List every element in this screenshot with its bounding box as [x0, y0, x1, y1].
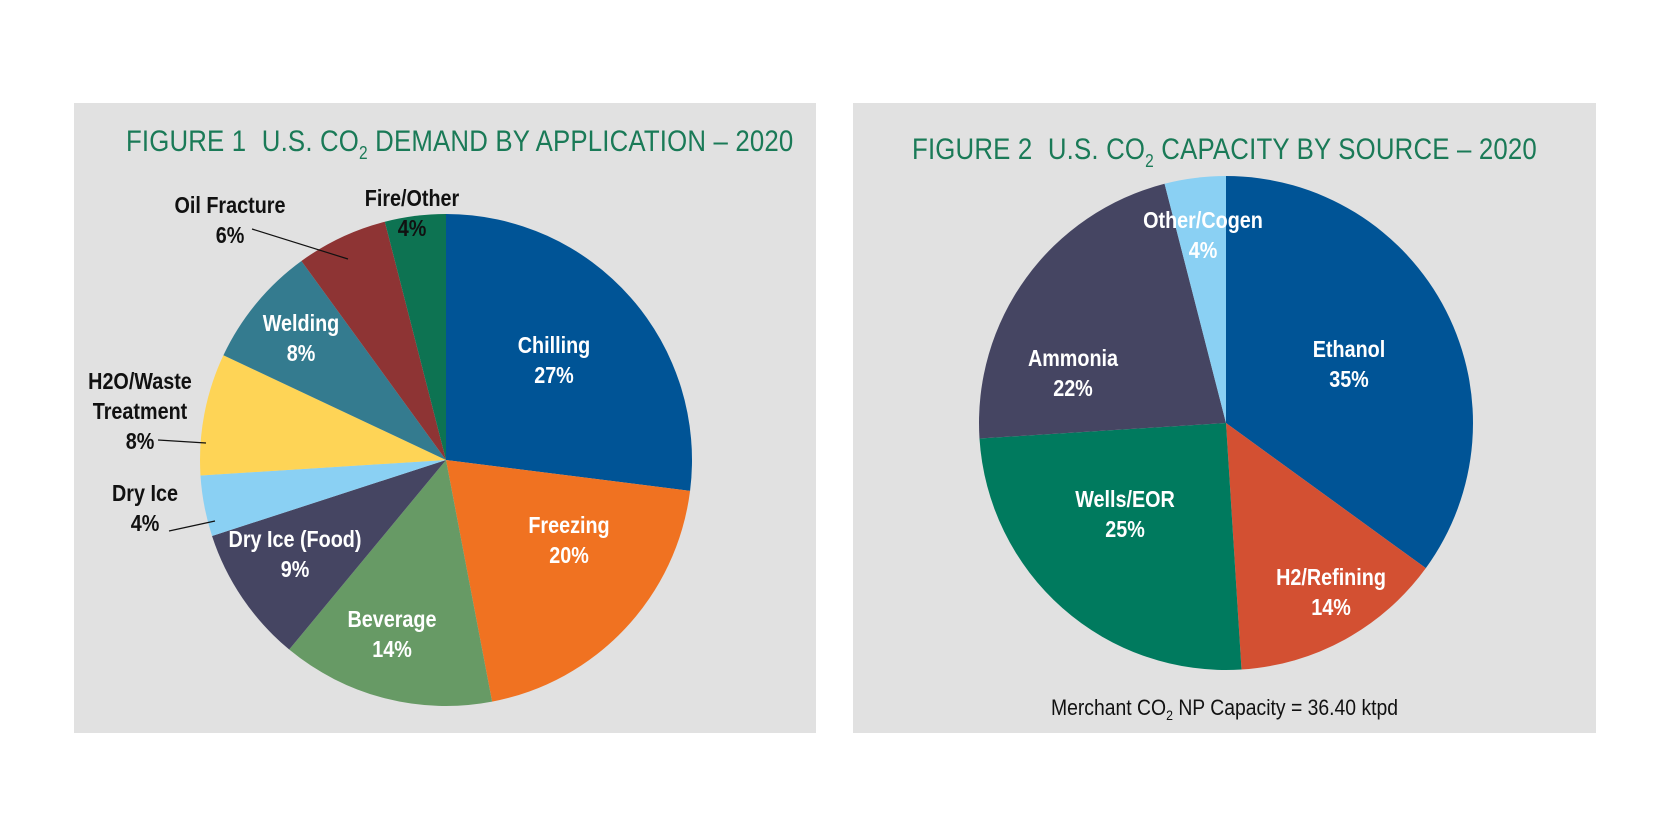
label-welding: Welding 8% [263, 311, 340, 367]
slice-chilling [446, 214, 692, 491]
label-other-cogen: Other/Cogen 4% [1143, 208, 1263, 264]
label-ethanol: Ethanol 35% [1313, 337, 1385, 393]
slice-name: H2/Refining [1276, 565, 1386, 591]
slice-name: Chilling [518, 333, 590, 359]
label-h2o-waste-treatment: H2O/Waste Treatment 8% [88, 369, 192, 455]
figure-2-title-sub: 2 [1145, 151, 1154, 171]
slice-name: Fire/Other [365, 186, 460, 212]
slice-value: 35% [1329, 367, 1369, 393]
slice-name: Wells/EOR [1075, 487, 1175, 513]
slice-freezing [446, 460, 691, 702]
slice-name: Oil Fracture [175, 193, 286, 219]
footnote-sub: 2 [1166, 707, 1173, 723]
slice-value: 9% [281, 557, 310, 583]
slice-other-cogen [1164, 176, 1226, 423]
label-chilling: Chilling 27% [518, 333, 590, 389]
figure-1-title-main: U.S. CO [261, 125, 360, 158]
slice-value: 8% [126, 429, 155, 455]
slice-ammonia [979, 183, 1226, 439]
pie-slices [979, 176, 1474, 670]
leader-line-dry-ice [168, 520, 216, 532]
slice-h2o-waste-treatment [200, 355, 446, 476]
slice-value: 4% [398, 216, 427, 242]
figure-2-label: FIGURE 2 [912, 133, 1033, 166]
slice-wells-eor [979, 423, 1242, 670]
slice-value: 4% [1189, 238, 1218, 264]
slice-value: 8% [287, 341, 316, 367]
slice-dry-ice [200, 460, 446, 537]
figure-2-pie: Ethanol 35% H2/Refining 14% Wells/EOR 25% Ammo… [979, 176, 1474, 670]
slice-value: 14% [372, 637, 412, 663]
label-freezing: Freezing 20% [528, 513, 609, 569]
slice-welding [223, 260, 446, 460]
footnote-rest: NP Capacity = 36.40 ktpd [1172, 695, 1399, 720]
slice-value: 22% [1053, 376, 1093, 402]
leader-line-oil-fracture [251, 228, 349, 260]
label-h2-refining: H2/Refining 14% [1276, 565, 1386, 621]
label-wells-eor: Wells/EOR 25% [1075, 487, 1175, 543]
figure-2-panel: FIGURE 2 U.S. CO2 CAPACITY BY SOURCE – 20… [853, 103, 1596, 733]
slice-name: Welding [263, 311, 340, 337]
slice-name: Freezing [528, 513, 609, 539]
slice-h2-refining [1226, 423, 1426, 670]
slice-beverage [289, 460, 493, 706]
figure-1-label: FIGURE 1 [125, 125, 247, 158]
pie-labels: Ethanol 35% H2/Refining 14% Wells/EOR 25% Ammo… [1028, 208, 1386, 621]
slice-name: Dry Ice [112, 481, 178, 507]
slice-dry-ice-food [212, 460, 446, 650]
slice-value: 4% [131, 511, 160, 537]
leader-line-h2o-waste-treatment [157, 439, 207, 444]
slice-value: 20% [549, 543, 589, 569]
pie-slices [200, 214, 692, 706]
label-ammonia: Ammonia 22% [1028, 346, 1119, 402]
slice-name: Beverage [347, 607, 436, 633]
label-beverage: Beverage 14% [347, 607, 436, 663]
figure-2-title-rest: CAPACITY BY SOURCE – 2020 [1153, 133, 1537, 166]
slice-oil-fracture [301, 221, 446, 460]
label-dry-ice: Dry Ice 4% [112, 481, 178, 537]
figure-1-panel: FIGURE 1 U.S. CO2 DEMAND BY APPLICATION –… [74, 103, 816, 733]
slice-ethanol [1226, 176, 1474, 569]
capacity-footnote: Merchant CO2 NP Capacity = 36.40 ktpd [898, 695, 1552, 723]
figure-1-title: FIGURE 1 U.S. CO2 DEMAND BY APPLICATION –… [125, 125, 793, 162]
pie-labels: Chilling 27% Freezing 20% Beverage 14% Dry Ice… [88, 186, 609, 663]
figure-2-title: FIGURE 2 U.S. CO2 CAPACITY BY SOURCE – 20… [905, 133, 1544, 170]
slice-value: 6% [216, 223, 245, 249]
slice-name: Treatment [93, 399, 187, 425]
slice-fire-other [384, 214, 446, 460]
footnote-main: Merchant CO [1050, 695, 1167, 720]
slice-name: Ammonia [1028, 346, 1119, 372]
slice-value: 14% [1311, 595, 1351, 621]
figure-1-title-rest: DEMAND BY APPLICATION – 2020 [367, 125, 794, 158]
slice-name: Ethanol [1313, 337, 1385, 363]
slice-name: H2O/Waste [88, 369, 192, 395]
label-fire-other: Fire/Other 4% [365, 186, 460, 242]
figure-1-title-sub: 2 [359, 143, 368, 163]
figure-2-title-main: U.S. CO [1047, 133, 1146, 166]
slice-name: Dry Ice (Food) [229, 527, 362, 553]
label-oil-fracture: Oil Fracture 6% [175, 193, 286, 249]
figure-1-pie: Chilling 27% Freezing 20% Beverage 14% Dry Ice… [88, 186, 692, 706]
slice-value: 27% [534, 363, 574, 389]
slice-name: Other/Cogen [1143, 208, 1263, 234]
slice-value: 25% [1105, 517, 1145, 543]
label-dry-ice-food: Dry Ice (Food) 9% [229, 527, 362, 583]
